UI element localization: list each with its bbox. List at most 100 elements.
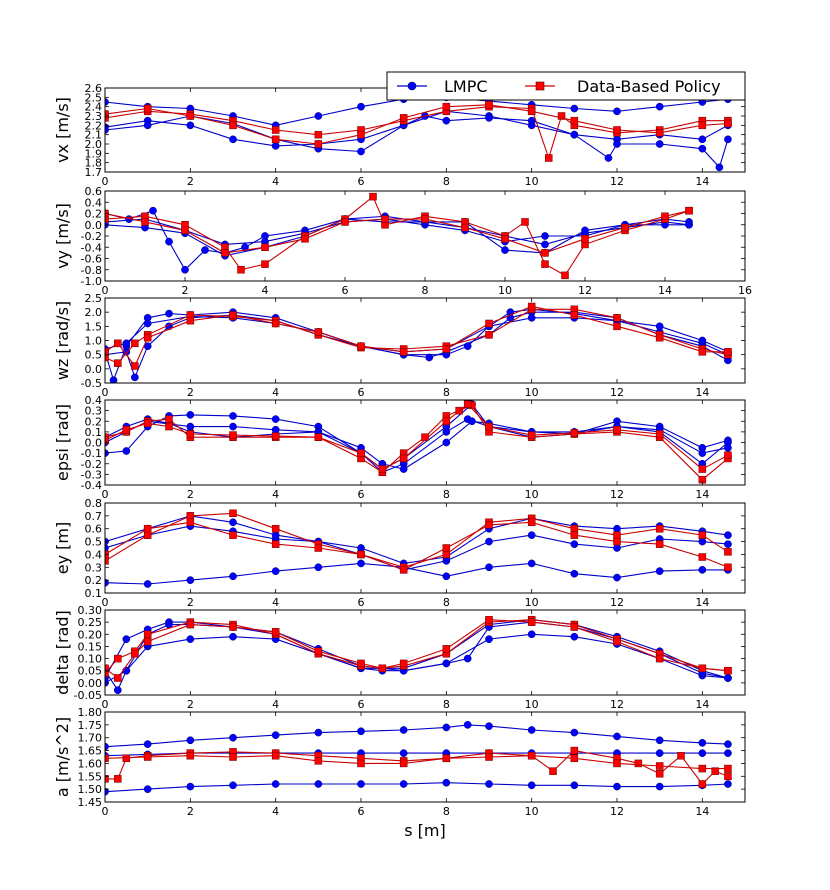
series-group-wz — [105, 302, 732, 383]
data-based-policy-point — [613, 322, 621, 331]
lmpc-point — [698, 144, 707, 153]
data-based-policy-point — [442, 645, 451, 653]
lmpc-point — [186, 576, 195, 584]
lmpc-line-wz-0 — [105, 311, 729, 382]
data-based-policy-point — [399, 566, 408, 574]
lmpc-point — [613, 524, 621, 533]
panel-delta: -0.050.000.050.100.150.200.250.30 0 2 4 6 8 10… — [53, 604, 746, 711]
y-axis-label-wz: wz [rad/s] — [53, 301, 72, 380]
lmpc-point — [131, 373, 139, 382]
data-based-policy-point — [541, 260, 549, 268]
y-tick-label: -0.3 — [81, 468, 102, 481]
lmpc-point — [314, 112, 323, 120]
x-tick-label: 12 — [610, 596, 624, 609]
data-based-policy-point — [549, 767, 557, 775]
lmpc-point — [468, 417, 476, 426]
data-based-policy-point — [613, 531, 621, 539]
data-based-policy-point — [378, 664, 387, 673]
data-based-policy-point — [677, 751, 685, 760]
y-tick-label: 0.6 — [85, 185, 103, 198]
data-based-policy-point — [357, 759, 365, 768]
data-based-policy-point — [229, 509, 237, 518]
y-tick-label: -0.1 — [81, 447, 102, 460]
lmpc-point — [314, 780, 323, 788]
x-tick-label: 6 — [358, 698, 365, 711]
y-tick-label: 0.00 — [78, 677, 103, 690]
y-tick-label: 0.0 — [85, 363, 103, 376]
data-based-policy-point — [655, 762, 664, 770]
lmpc-point — [271, 731, 280, 739]
panel-epsi: -0.4-0.3-0.2-0.10.00.10.20.30.4 0 2 4 6 8 10 12… — [53, 394, 746, 501]
y-tick-label: -0.5 — [81, 377, 102, 390]
y-tick-label: 1.5 — [85, 320, 103, 333]
data-based-policy-point — [711, 767, 719, 775]
y-tick-label: 1.45 — [78, 796, 103, 809]
data-based-policy-point — [527, 751, 536, 760]
data-based-policy-point — [698, 780, 707, 788]
lmpc-point — [399, 465, 408, 473]
data-based-policy-point — [114, 359, 122, 367]
lmpc-point — [399, 749, 408, 757]
lmpc-point — [463, 342, 472, 351]
y-tick-label: 0.30 — [78, 604, 103, 617]
lmpc-point — [485, 563, 493, 572]
lmpc-point — [463, 721, 472, 729]
data-based-policy-point — [655, 430, 664, 438]
data-based-policy-point — [143, 637, 152, 646]
y-tick-label: 1.50 — [78, 783, 103, 796]
legend-frame — [386, 71, 746, 101]
y-tick-label: 0.4 — [85, 548, 103, 561]
y-tick-label: 0.0 — [85, 437, 103, 450]
lmpc-point — [570, 728, 579, 737]
lmpc-point — [724, 540, 732, 548]
data-based-policy-point — [131, 362, 139, 370]
lmpc-point — [229, 781, 237, 790]
lmpc-point — [655, 736, 664, 745]
data-based-policy-point — [271, 135, 280, 144]
data-based-policy-point — [314, 544, 323, 552]
data-based-policy-line-delta-4 — [105, 619, 728, 679]
data-based-policy-point — [527, 431, 536, 439]
data-based-policy-point — [698, 764, 707, 773]
data-based-policy-point — [271, 540, 280, 548]
data-based-policy-point — [399, 348, 408, 356]
data-based-policy-point — [314, 328, 323, 336]
data-based-policy-point — [143, 419, 152, 428]
series-group-vy — [105, 192, 693, 280]
x-tick-label: 12 — [610, 698, 624, 711]
y-axis-label-vx: vx [m/s] — [53, 97, 72, 163]
data-based-policy-line-wz-4 — [105, 305, 728, 368]
lmpc-point — [186, 736, 195, 745]
x-tick-label: 4 — [272, 175, 279, 188]
lmpc-point — [613, 107, 621, 116]
data-based-policy-point — [399, 759, 408, 768]
y-tick-label: 2.5 — [85, 91, 103, 104]
data-based-policy-point — [485, 615, 493, 624]
data-based-policy-point — [229, 431, 237, 439]
lmpc-point — [724, 674, 732, 682]
data-based-policy-point — [442, 102, 451, 111]
y-tick-label: 2.2 — [85, 119, 103, 132]
lmpc-point — [724, 135, 732, 144]
data-based-policy-point — [399, 114, 408, 122]
data-based-policy-point — [229, 753, 237, 761]
lmpc-point — [541, 232, 549, 240]
x-tick-label: 4 — [262, 284, 269, 297]
data-based-policy-point — [485, 331, 493, 339]
lmpc-point — [165, 237, 173, 246]
lmpc-point — [570, 130, 579, 139]
lmpc-point — [271, 415, 280, 423]
data-based-policy-line-ey-3 — [105, 512, 729, 568]
data-based-policy-point — [698, 553, 707, 561]
y-tick-label: 0.25 — [78, 616, 103, 629]
x-tick-label: 14 — [695, 386, 709, 399]
data-based-policy-point — [229, 531, 237, 539]
x-tick-label: 6 — [342, 284, 349, 297]
lmpc-point — [527, 781, 536, 790]
x-tick-label: 2 — [187, 175, 194, 188]
data-based-policy-point — [655, 333, 664, 342]
x-tick-label: 8 — [443, 386, 450, 399]
data-based-policy-point — [105, 110, 109, 118]
data-based-policy-point — [570, 524, 579, 533]
